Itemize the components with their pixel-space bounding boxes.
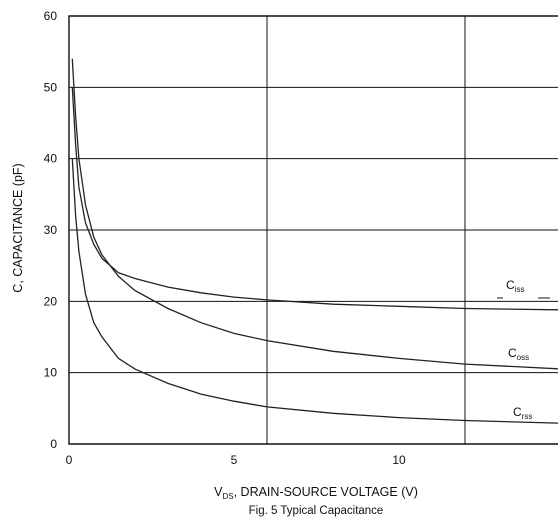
figure-caption: Fig. 5 Typical Capacitance (249, 505, 384, 517)
x-tick-label: 5 (231, 453, 238, 467)
y-tick-label: 20 (44, 294, 58, 308)
x-tick-label: 10 (392, 453, 406, 467)
series-label-coss: Coss (508, 346, 529, 362)
y-tick-label: 10 (44, 366, 58, 380)
x-axis-label-subscript: DS (222, 492, 233, 501)
series-ciss-line (71, 87, 558, 311)
y-axis-label: C, CAPACITANCE (pF) (11, 163, 25, 292)
tick-labels: 01020304050600510152025 (44, 9, 558, 467)
series-coss-line (71, 58, 558, 370)
y-tick-label: 0 (50, 437, 57, 451)
series-labels: Ciss Coss Crss (497, 278, 550, 421)
series-label-crss: Crss (513, 405, 532, 421)
series-label-ciss: Ciss (506, 278, 524, 294)
series-crss-line (71, 158, 558, 424)
curves (71, 58, 558, 424)
y-tick-label: 30 (44, 223, 58, 237)
x-axis-label: VDS, DRAIN-SOURCE VOLTAGE (V) (214, 485, 418, 501)
y-tick-label: 50 (44, 80, 58, 94)
x-axis-label-symbol: V (214, 485, 223, 499)
y-tick-label: 40 (44, 152, 58, 166)
x-tick-label: 0 (66, 453, 73, 467)
y-tick-label: 60 (44, 9, 58, 23)
plot-frame (68, 15, 558, 445)
grid (68, 15, 558, 445)
x-axis-label-text: , DRAIN-SOURCE VOLTAGE (V) (234, 485, 418, 499)
